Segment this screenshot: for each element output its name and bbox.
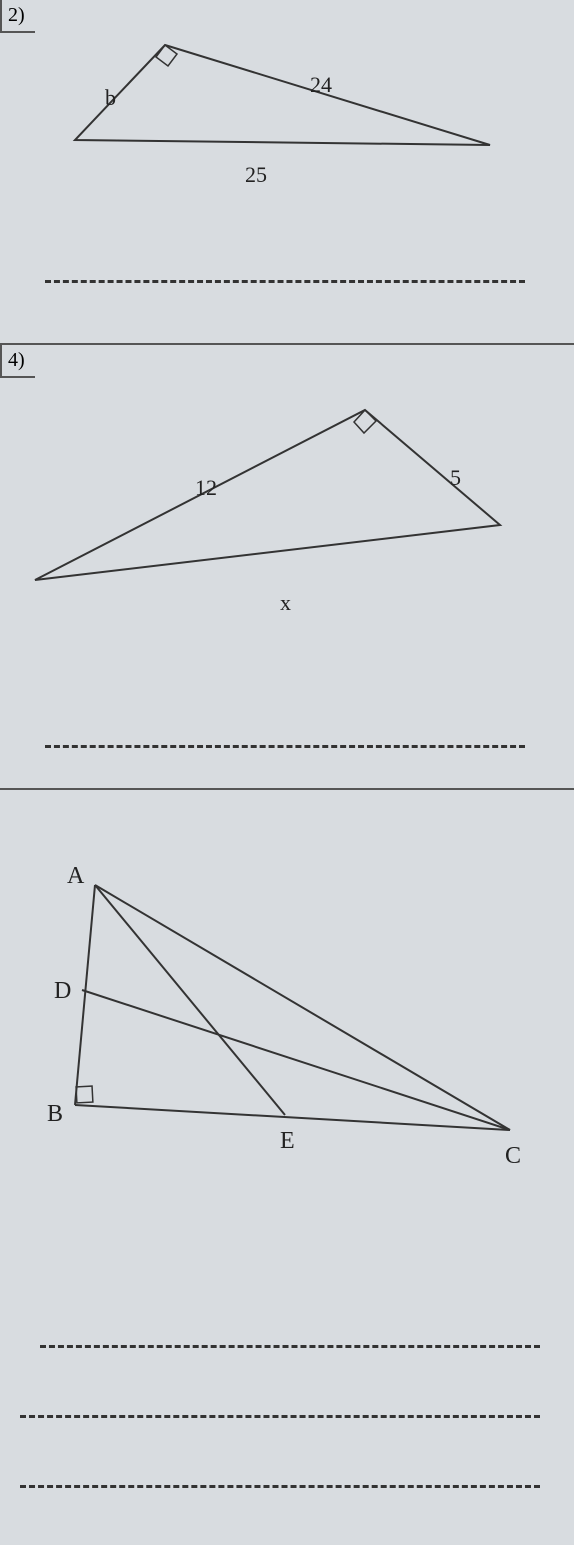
problem-4: 4) 12 5 x bbox=[0, 345, 574, 790]
label-24: 24 bbox=[310, 72, 332, 98]
edge-AC bbox=[95, 885, 510, 1130]
right-angle-marker-B bbox=[76, 1086, 93, 1103]
label-25: 25 bbox=[245, 162, 267, 188]
answer-line-fig-1 bbox=[40, 1345, 540, 1348]
answer-line-2 bbox=[45, 280, 525, 283]
answer-line-fig-2 bbox=[20, 1415, 540, 1418]
point-label-E: E bbox=[280, 1128, 295, 1154]
answer-line-4 bbox=[45, 745, 525, 748]
problem-2: 2) b 24 25 bbox=[0, 0, 574, 345]
figure-point-labels: A D B E C bbox=[47, 863, 521, 1169]
point-label-B: B bbox=[47, 1101, 63, 1127]
problem-figure: A D B E C bbox=[0, 790, 574, 1545]
label-12: 12 bbox=[195, 475, 217, 501]
point-label-A: A bbox=[67, 863, 85, 889]
edge-AE bbox=[95, 885, 285, 1115]
edge-AB bbox=[75, 885, 95, 1105]
triangle-4 bbox=[35, 410, 500, 580]
answer-line-fig-3 bbox=[20, 1485, 540, 1488]
label-b: b bbox=[105, 85, 116, 111]
label-x: x bbox=[280, 590, 291, 616]
figure-edges bbox=[75, 885, 510, 1130]
label-5: 5 bbox=[450, 465, 461, 491]
point-label-C: C bbox=[505, 1143, 521, 1169]
point-label-D: D bbox=[54, 978, 71, 1004]
figure-svg: A D B E C bbox=[0, 790, 574, 1210]
triangle-2-svg bbox=[0, 0, 574, 230]
triangle-2 bbox=[75, 45, 490, 145]
